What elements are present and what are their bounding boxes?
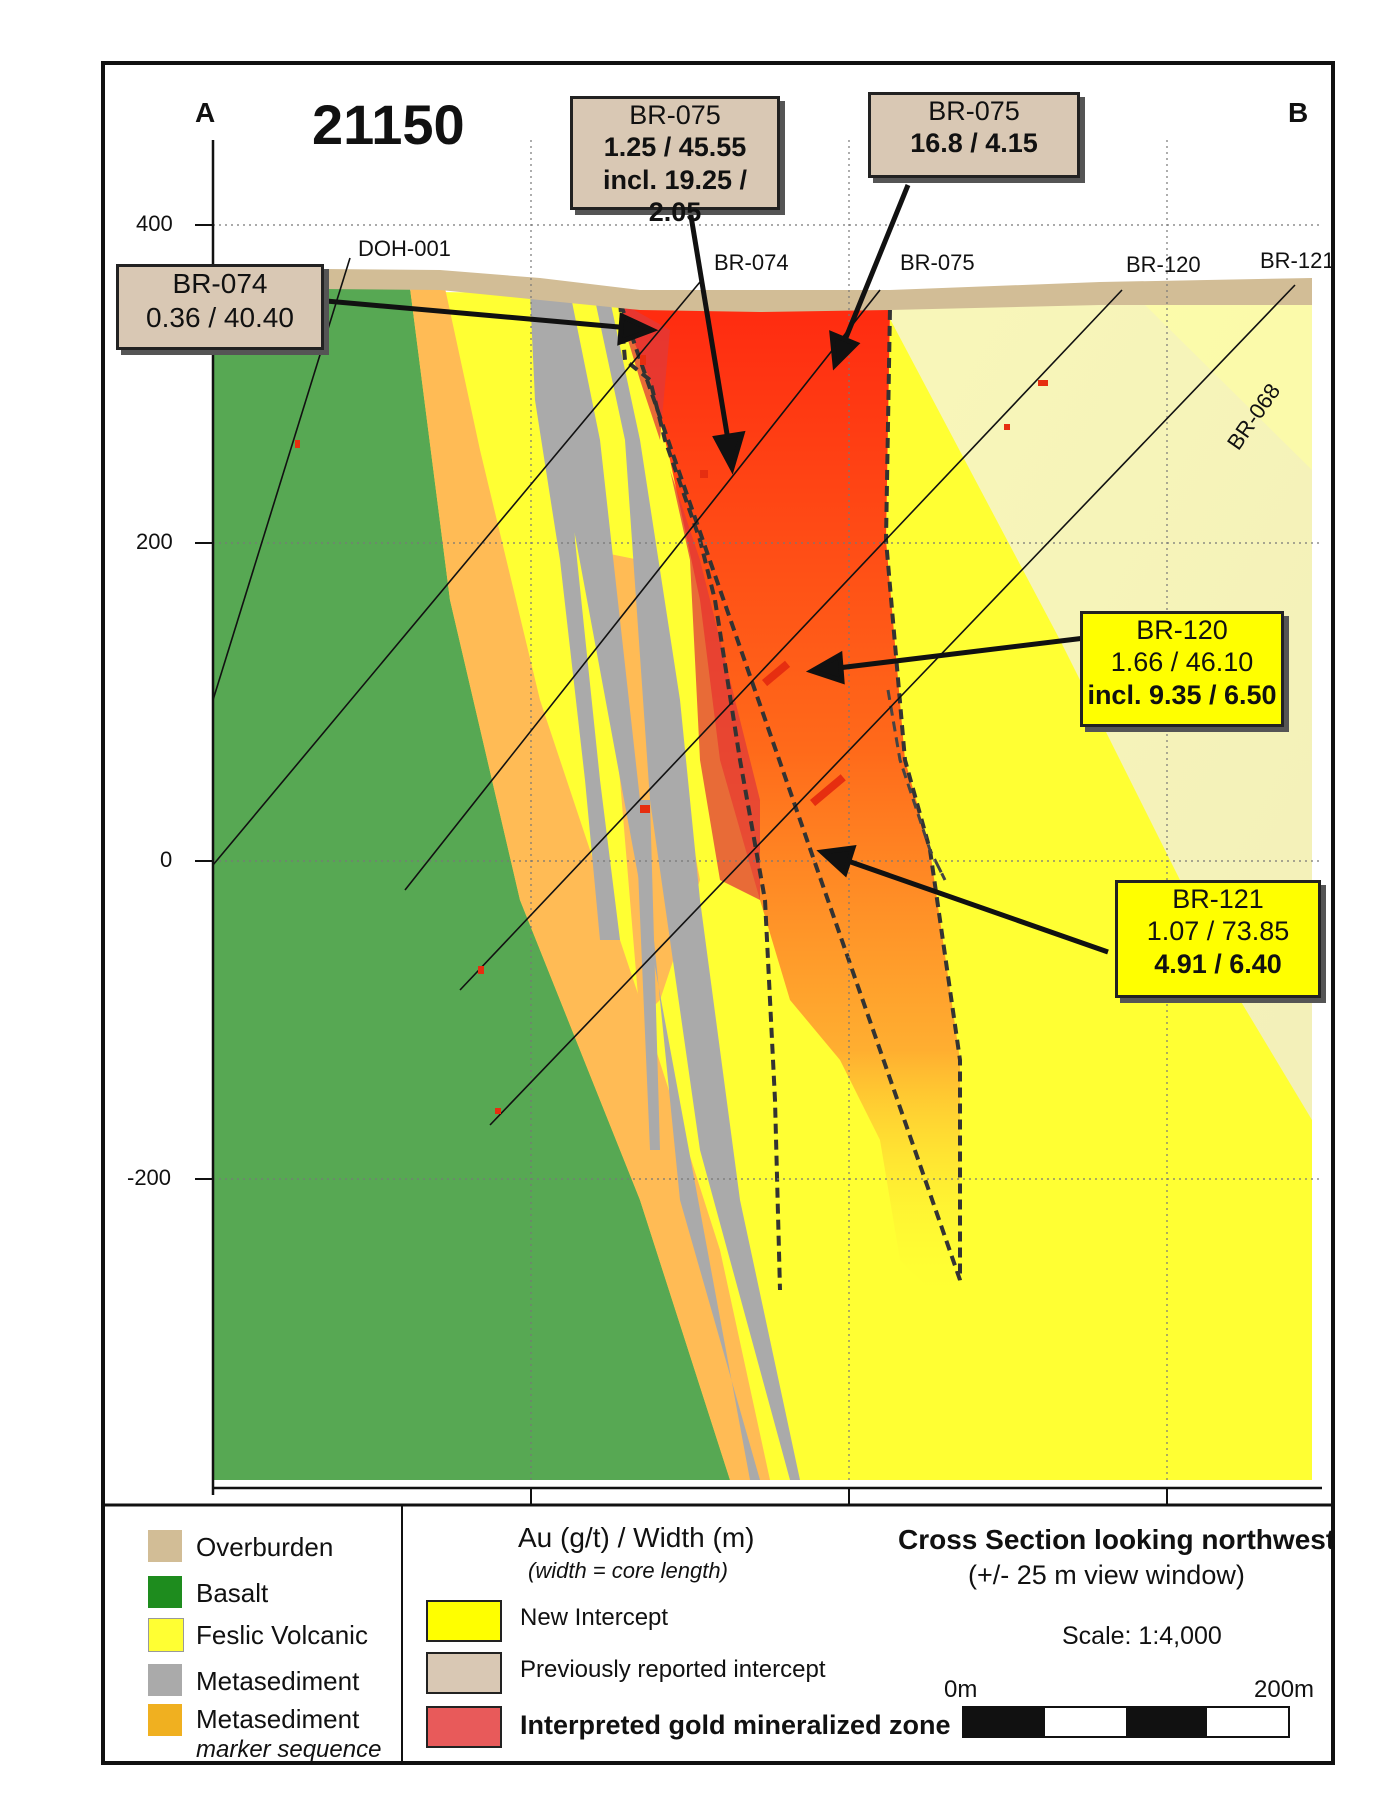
- drillhole-trace-doh-001: [212, 257, 351, 701]
- legend-label-mineralized-zone: Interpreted gold mineralized zone: [520, 1710, 951, 1740]
- legend-label-basalt: Basalt: [196, 1578, 269, 1608]
- scale-bar-segment: [1207, 1708, 1288, 1736]
- mineralized-zone-dashed-outline-left: [618, 301, 782, 1291]
- pale-zone-upper: [1140, 300, 1312, 470]
- legend-au-title: Au (g/t) / Width (m): [518, 1522, 755, 1553]
- legend-swatch-previous-intercept: [426, 1652, 502, 1694]
- callout-intercept: 1.25 / 45.55: [603, 132, 747, 163]
- legend-au-subtitle: (width = core length): [528, 1558, 728, 1583]
- basalt-unit: [213, 288, 730, 1480]
- callout-br-075-right: BR-075 16.8 / 4.15: [868, 92, 1080, 178]
- overburden-unit: [213, 268, 1312, 312]
- drillhole-trace-br-121: [489, 284, 1296, 1126]
- drillhole-label-br-074: BR-074: [714, 250, 789, 275]
- callout-hole: BR-075: [928, 96, 1020, 126]
- grid-lines: [213, 140, 1322, 1480]
- legend-label-overburden: Overburden: [196, 1532, 334, 1562]
- scale-bar-segment: [964, 1708, 1045, 1736]
- mineralized-zone-left-lobe: [620, 302, 760, 900]
- legend-label-marker: Metasediment: [196, 1704, 360, 1734]
- callout-br-075-left: BR-075 1.25 / 45.55 incl. 19.25 / 2.05: [570, 96, 780, 227]
- callout-hole: BR-075: [629, 100, 721, 130]
- drillhole-trace-br-120: [459, 289, 1123, 991]
- section-end-right: B: [1288, 97, 1309, 128]
- legend-swatch-felsic: [148, 1618, 184, 1652]
- drillhole-trace-br-074: [212, 281, 701, 866]
- axis-ticks: [195, 224, 1168, 1505]
- assay-marks: [295, 355, 1048, 1114]
- outer-frame: [101, 61, 1335, 1765]
- legend-swatch-overburden: [148, 1530, 182, 1562]
- legend-label-new-intercept: New Intercept: [520, 1604, 669, 1631]
- scale-bar-segment: [1045, 1708, 1126, 1736]
- legend-swatch-basalt: [148, 1576, 182, 1608]
- scale-text: Scale: 1:4,000: [1062, 1622, 1222, 1650]
- callout-hole: BR-074: [172, 268, 268, 299]
- axis-tick-label: -200: [127, 1165, 172, 1190]
- callout-intercept-incl: 4.91 / 6.40: [1154, 948, 1282, 979]
- legend-swatch-marker: [148, 1704, 182, 1736]
- legend-swatch-mineralized-zone: [426, 1706, 502, 1748]
- callout-intercept: 0.36 / 40.40: [146, 301, 294, 333]
- callout-intercept: 16.8 / 4.15: [910, 128, 1038, 159]
- callout-br-074: BR-074 0.36 / 40.40: [116, 264, 324, 350]
- callout-intercept: 1.07 / 73.85: [1146, 916, 1290, 947]
- callout-arrows: [314, 184, 1109, 955]
- legend-label-felsic: Feslic Volcanic: [196, 1620, 368, 1650]
- callout-intercept-incl: incl. 19.25 / 2.05: [602, 164, 748, 228]
- scale-start-label: 0m: [944, 1676, 978, 1703]
- axis-tick-label: 400: [136, 211, 173, 236]
- metasediment-lens: [635, 800, 660, 1150]
- legend-swatch-metasediment: [148, 1664, 182, 1696]
- mineralized-splay-outline: [886, 689, 947, 881]
- section-end-left: A: [195, 97, 216, 128]
- drillhole-label-br-121: BR-121: [1260, 248, 1335, 273]
- view-title: Cross Section looking northwest: [898, 1524, 1336, 1555]
- callout-br-120: BR-120 1.66 / 46.10 incl. 9.35 / 6.50: [1080, 611, 1284, 727]
- view-subtitle: (+/- 25 m view window): [968, 1560, 1245, 1590]
- axis-tick-label: 200: [136, 529, 173, 554]
- callout-intercept-incl: incl. 9.35 / 6.50: [1087, 679, 1277, 710]
- legend-label-metasediment: Metasediment: [196, 1666, 360, 1696]
- callout-hole: BR-121: [1172, 884, 1264, 914]
- section-number: 21150: [312, 93, 465, 156]
- callout-br-121: BR-121 1.07 / 73.85 4.91 / 6.40: [1115, 880, 1321, 998]
- legend-swatch-new-intercept: [426, 1600, 502, 1642]
- legend-sublabel-marker: marker sequence: [196, 1736, 382, 1763]
- callout-hole: BR-120: [1136, 615, 1228, 645]
- drillhole-traces: [212, 257, 1296, 1126]
- legend-label-previous-intercept: Previously reported intercept: [520, 1656, 826, 1683]
- metasediment-unit-left: [530, 292, 620, 940]
- axis-tick-label: 0: [160, 847, 173, 872]
- scale-end-label: 200m: [1254, 1676, 1315, 1703]
- scale-bar: [962, 1706, 1290, 1738]
- drillhole-label-br-120: BR-120: [1126, 252, 1201, 277]
- mineralized-zone-dashed-outline: [617, 299, 962, 1281]
- drillhole-trace-br-075: [404, 289, 881, 891]
- metasediment-unit: [530, 292, 800, 1480]
- scale-bar-segment: [1126, 1708, 1207, 1736]
- drillhole-label-doh-001: DOH-001: [358, 236, 451, 261]
- callout-intercept: 1.66 / 46.10: [1110, 647, 1254, 678]
- drillhole-label-br-075: BR-075: [900, 250, 975, 275]
